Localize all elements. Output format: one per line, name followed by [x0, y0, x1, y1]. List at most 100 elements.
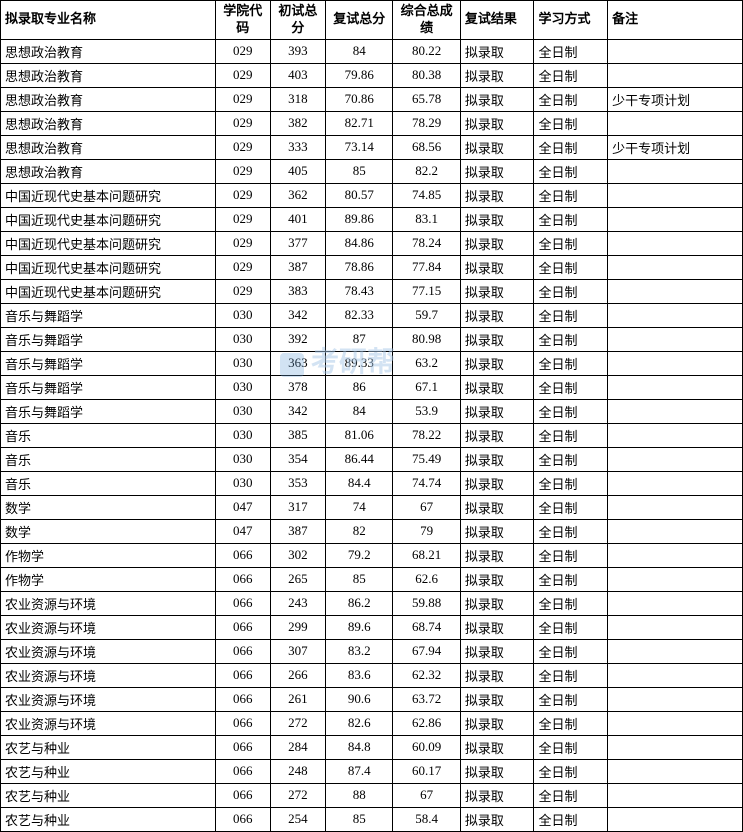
table-cell: 农业资源与环境 — [1, 615, 216, 639]
table-cell: 全日制 — [534, 303, 608, 327]
table-cell: 047 — [215, 495, 270, 519]
table-cell: 拟录取 — [460, 783, 534, 807]
table-cell — [608, 567, 743, 591]
table-cell: 83.1 — [393, 207, 460, 231]
table-cell: 030 — [215, 303, 270, 327]
table-cell: 67 — [393, 783, 460, 807]
table-row: 农艺与种业0662548558.4拟录取全日制 — [1, 807, 743, 831]
table-row: 音乐与舞蹈学0303788667.1拟录取全日制 — [1, 375, 743, 399]
table-cell: 030 — [215, 423, 270, 447]
table-cell: 拟录取 — [460, 207, 534, 231]
table-cell: 82.2 — [393, 159, 460, 183]
table-cell: 78.29 — [393, 111, 460, 135]
table-cell: 农业资源与环境 — [1, 687, 216, 711]
table-cell: 音乐与舞蹈学 — [1, 327, 216, 351]
table-cell: 拟录取 — [460, 591, 534, 615]
table-cell: 全日制 — [534, 39, 608, 63]
table-cell: 62.86 — [393, 711, 460, 735]
table-cell — [608, 807, 743, 831]
table-cell: 029 — [215, 183, 270, 207]
table-cell — [608, 231, 743, 255]
table-cell: 066 — [215, 783, 270, 807]
table-cell: 拟录取 — [460, 519, 534, 543]
table-row: 音乐与舞蹈学03036389.3363.2拟录取全日制 — [1, 351, 743, 375]
table-cell: 272 — [270, 783, 325, 807]
table-cell: 80.57 — [326, 183, 393, 207]
header-major: 拟录取专业名称 — [1, 1, 216, 40]
table-cell: 030 — [215, 399, 270, 423]
table-cell: 农业资源与环境 — [1, 591, 216, 615]
table-cell: 思想政治教育 — [1, 111, 216, 135]
table-cell: 拟录取 — [460, 399, 534, 423]
table-cell: 272 — [270, 711, 325, 735]
table-cell: 音乐 — [1, 471, 216, 495]
header-code: 学院代码 — [215, 1, 270, 40]
table-cell: 思想政治教育 — [1, 87, 216, 111]
table-cell: 029 — [215, 63, 270, 87]
table-cell: 62.32 — [393, 663, 460, 687]
table-row: 农业资源与环境06630783.267.94拟录取全日制 — [1, 639, 743, 663]
table-cell: 思想政治教育 — [1, 159, 216, 183]
table-cell: 82.71 — [326, 111, 393, 135]
table-cell: 农业资源与环境 — [1, 639, 216, 663]
table-row: 数学0473878279拟录取全日制 — [1, 519, 743, 543]
header-result: 复试结果 — [460, 1, 534, 40]
table-cell: 拟录取 — [460, 447, 534, 471]
table-cell: 全日制 — [534, 591, 608, 615]
table-cell: 全日制 — [534, 711, 608, 735]
table-cell: 82 — [326, 519, 393, 543]
table-cell: 86.2 — [326, 591, 393, 615]
table-cell: 全日制 — [534, 231, 608, 255]
table-cell — [608, 159, 743, 183]
table-cell: 思想政治教育 — [1, 63, 216, 87]
table-cell: 029 — [215, 135, 270, 159]
table-cell: 86 — [326, 375, 393, 399]
table-cell: 029 — [215, 39, 270, 63]
table-cell: 全日制 — [534, 327, 608, 351]
table-cell: 90.6 — [326, 687, 393, 711]
table-cell: 302 — [270, 543, 325, 567]
table-row: 农业资源与环境06624386.259.88拟录取全日制 — [1, 591, 743, 615]
table-cell — [608, 207, 743, 231]
table-cell: 84 — [326, 399, 393, 423]
table-cell: 066 — [215, 711, 270, 735]
table-cell — [608, 111, 743, 135]
table-cell: 74.74 — [393, 471, 460, 495]
table-cell: 数学 — [1, 519, 216, 543]
table-row: 农业资源与环境06629989.668.74拟录取全日制 — [1, 615, 743, 639]
header-score1: 初试总分 — [270, 1, 325, 40]
table-cell: 79.2 — [326, 543, 393, 567]
header-score3: 综合总成绩 — [393, 1, 460, 40]
table-cell: 60.17 — [393, 759, 460, 783]
table-cell: 387 — [270, 255, 325, 279]
table-cell: 353 — [270, 471, 325, 495]
table-cell: 农艺与种业 — [1, 783, 216, 807]
table-cell: 029 — [215, 87, 270, 111]
table-cell — [608, 519, 743, 543]
table-row: 农业资源与环境06627282.662.86拟录取全日制 — [1, 711, 743, 735]
table-cell: 60.09 — [393, 735, 460, 759]
table-cell: 80.38 — [393, 63, 460, 87]
table-cell: 全日制 — [534, 111, 608, 135]
table-cell: 全日制 — [534, 63, 608, 87]
table-cell: 53.9 — [393, 399, 460, 423]
table-cell: 思想政治教育 — [1, 39, 216, 63]
table-cell: 拟录取 — [460, 303, 534, 327]
table-row: 中国近现代史基本问题研究02936280.5774.85拟录取全日制 — [1, 183, 743, 207]
table-cell: 中国近现代史基本问题研究 — [1, 279, 216, 303]
table-cell: 318 — [270, 87, 325, 111]
table-cell: 84.4 — [326, 471, 393, 495]
table-cell: 音乐 — [1, 423, 216, 447]
table-cell: 音乐与舞蹈学 — [1, 303, 216, 327]
table-cell: 音乐与舞蹈学 — [1, 399, 216, 423]
table-row: 音乐03035486.4475.49拟录取全日制 — [1, 447, 743, 471]
table-cell: 066 — [215, 615, 270, 639]
table-cell: 全日制 — [534, 375, 608, 399]
table-cell: 342 — [270, 399, 325, 423]
table-row: 思想政治教育02938282.7178.29拟录取全日制 — [1, 111, 743, 135]
table-cell: 拟录取 — [460, 495, 534, 519]
table-row: 思想政治教育02933373.1468.56拟录取全日制少干专项计划 — [1, 135, 743, 159]
table-cell: 58.4 — [393, 807, 460, 831]
table-cell — [608, 423, 743, 447]
table-row: 农业资源与环境06626683.662.32拟录取全日制 — [1, 663, 743, 687]
